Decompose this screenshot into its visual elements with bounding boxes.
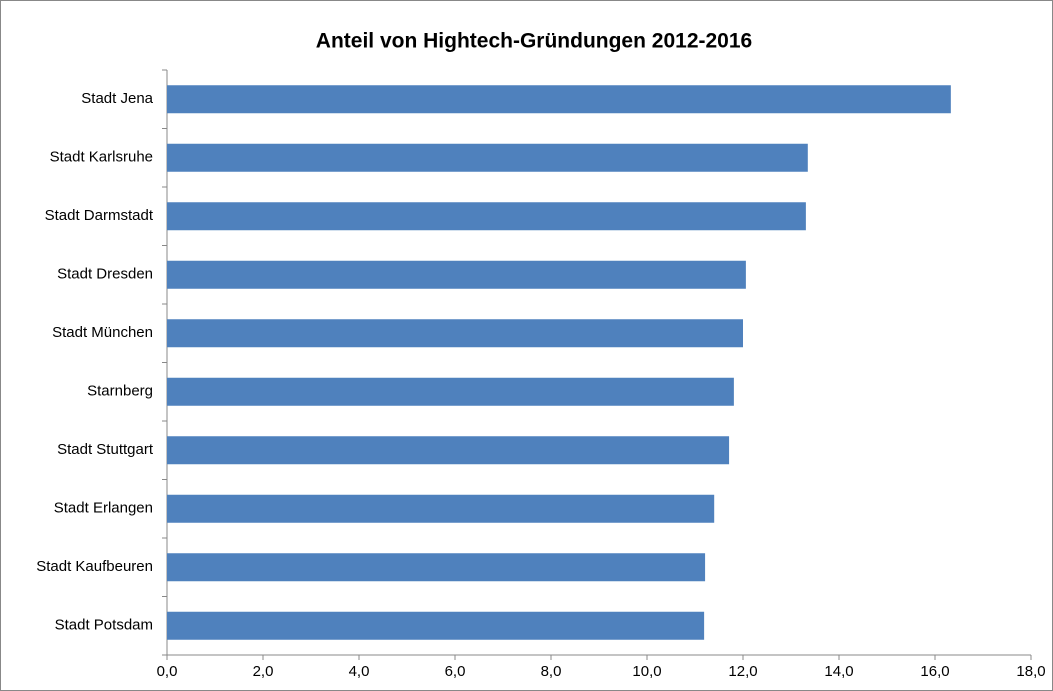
x-tick-label: 16,0 [920,663,949,680]
x-tick-label: 0,0 [157,663,178,680]
x-tick-label: 8,0 [541,663,562,680]
x-tick-label: 18,0 [1016,663,1045,680]
y-tick-label: Stadt Dresden [57,266,153,283]
bar [167,611,705,640]
y-tick-label: Stadt Jena [81,90,153,107]
y-tick-label: Stadt Darmstadt [45,207,154,224]
bar [167,202,806,231]
bar [167,260,746,289]
bar [167,436,730,465]
y-tick-label: Stadt Erlangen [54,500,153,517]
y-tick-label: Starnberg [87,383,153,400]
x-tick-label: 14,0 [824,663,853,680]
y-tick-label: Stadt München [52,324,153,341]
y-tick-label: Stadt Kaufbeuren [36,558,153,575]
bar [167,319,743,348]
bar [167,494,715,523]
bar [167,377,734,406]
x-tick-label: 2,0 [253,663,274,680]
y-tick-label: Stadt Karlsruhe [50,149,153,166]
x-tick-label: 4,0 [349,663,370,680]
y-tick-label: Stadt Stuttgart [57,441,154,458]
y-tick-label: Stadt Potsdam [55,617,153,634]
x-tick-label: 10,0 [632,663,661,680]
bar [167,553,706,582]
x-tick-label: 12,0 [728,663,757,680]
bar [167,143,808,172]
bar [167,85,951,114]
x-tick-label: 6,0 [445,663,466,680]
chart-title: Anteil von Hightech-Gründungen 2012-2016 [316,30,752,53]
